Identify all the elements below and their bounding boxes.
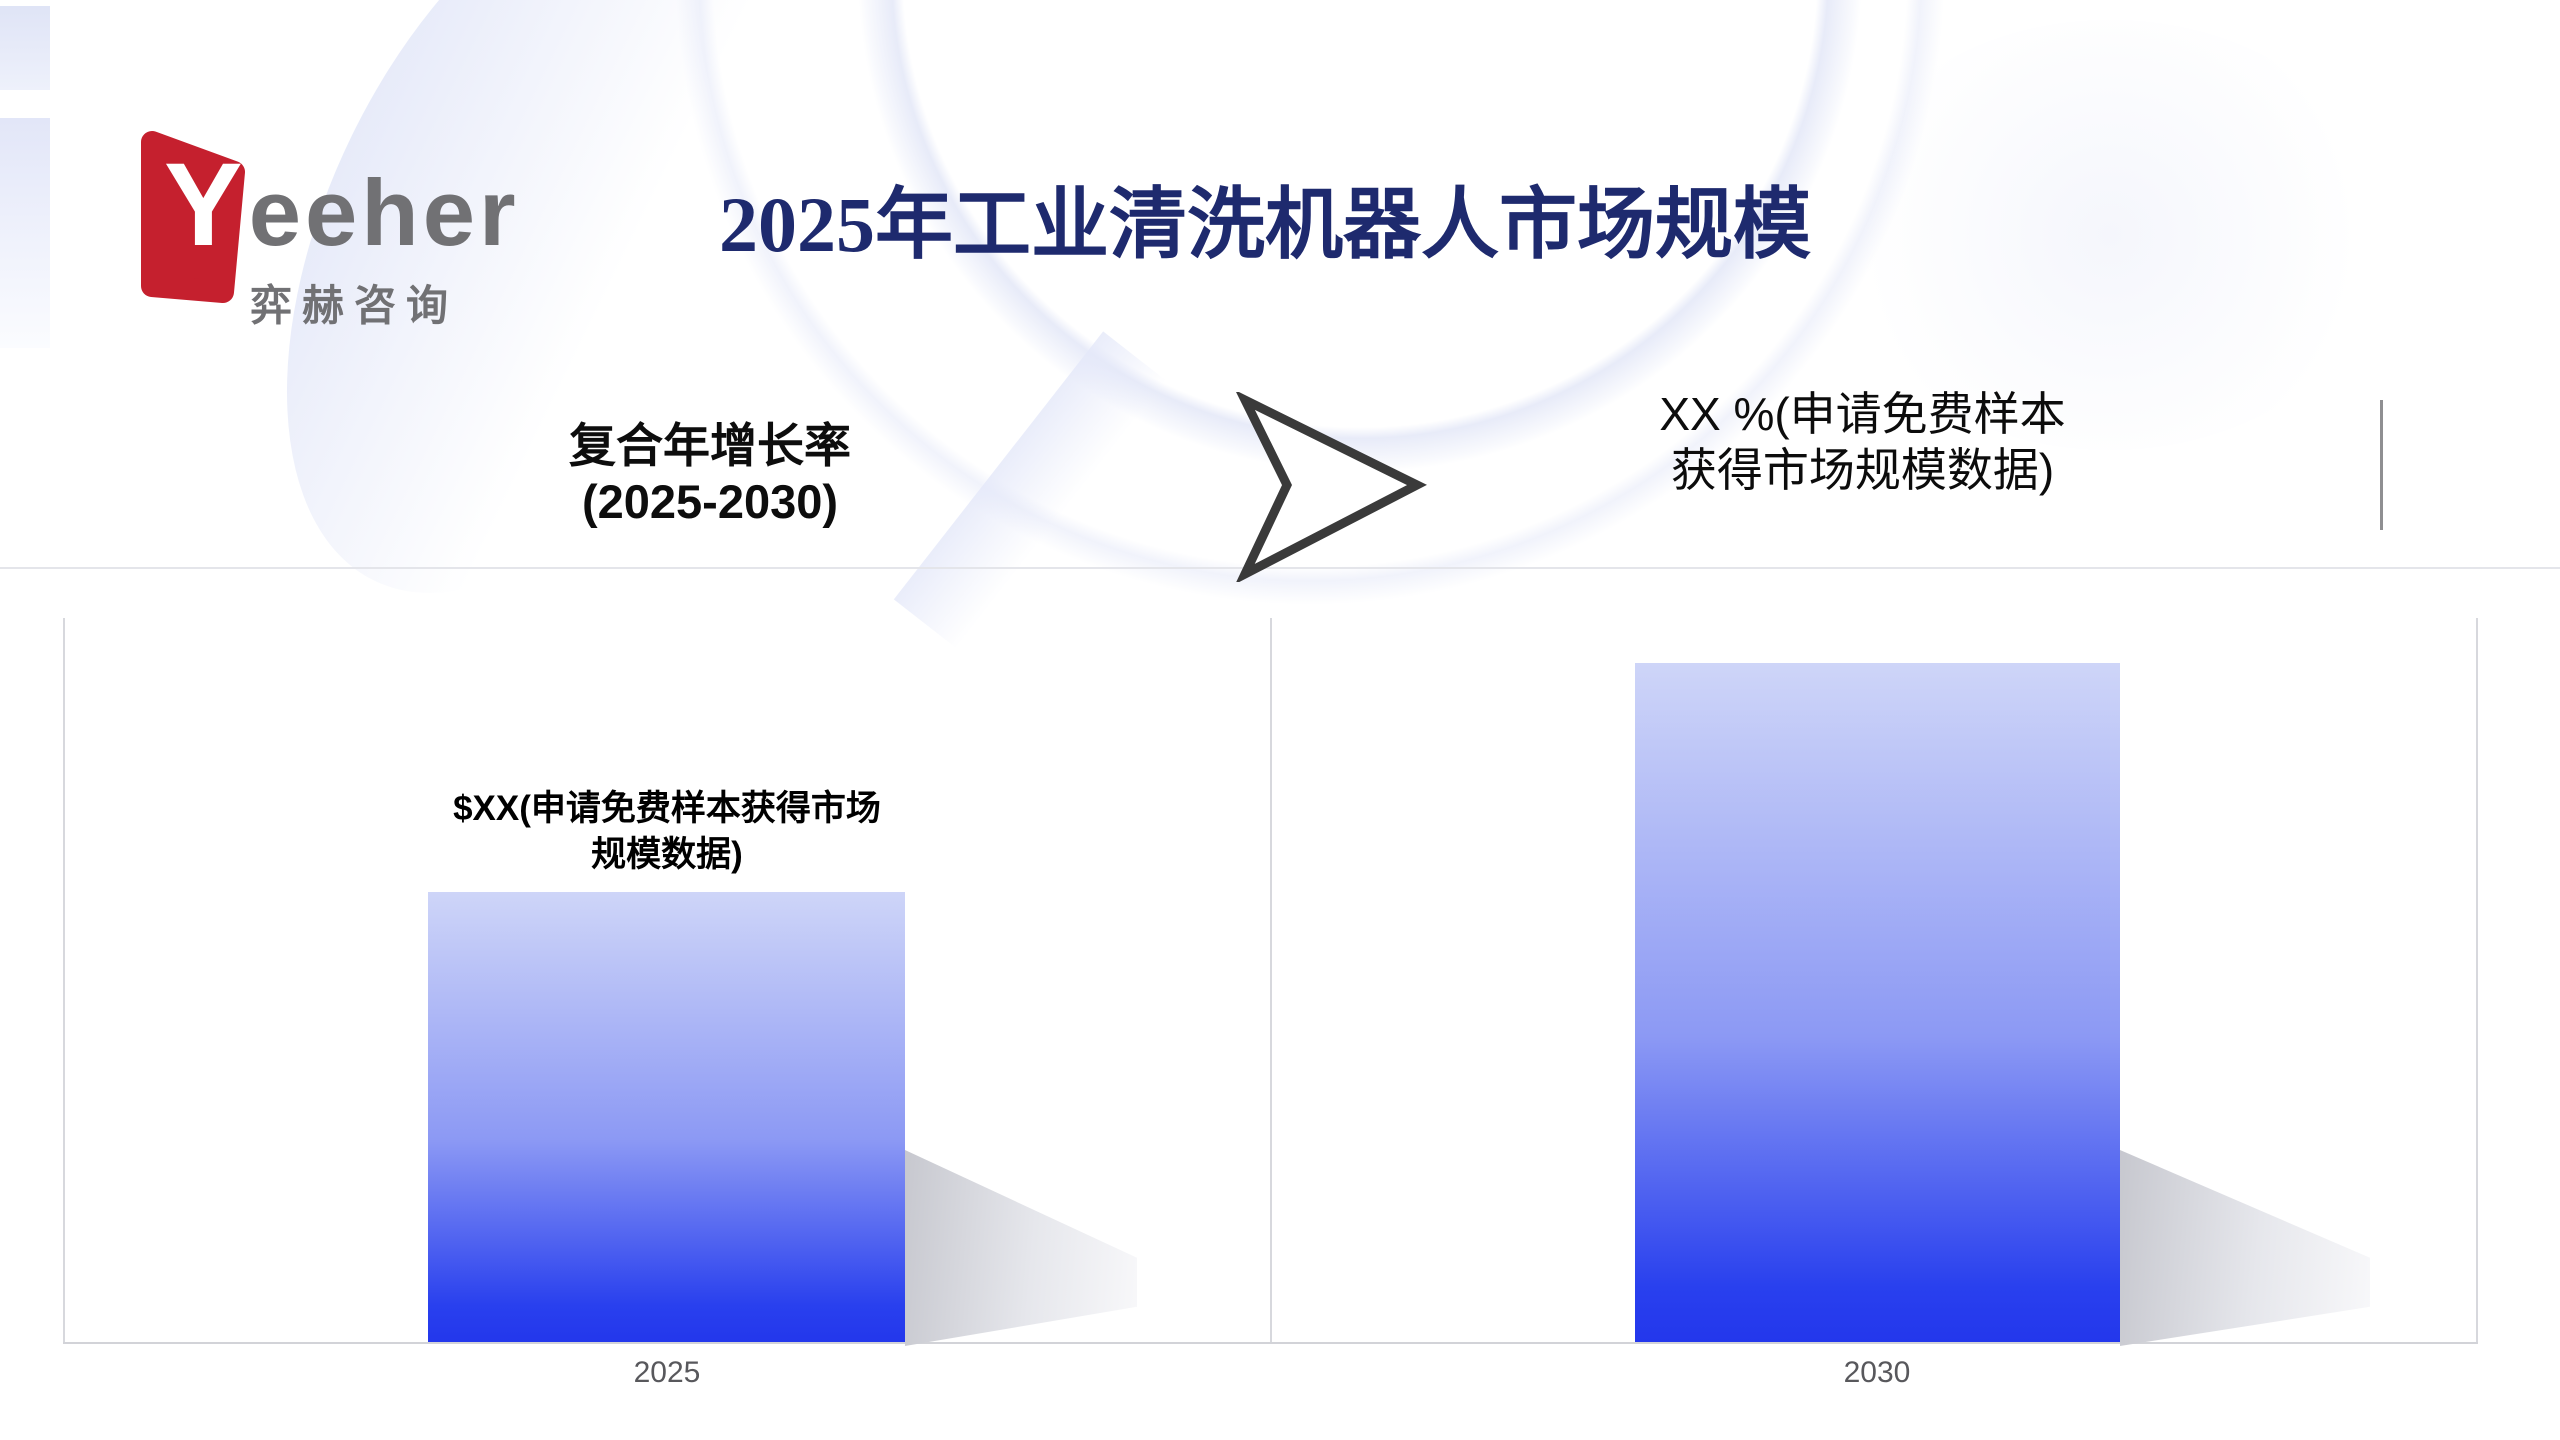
bar-shadow-2030 [2120, 1150, 2370, 1346]
logo-letters-rest: eeher [248, 160, 520, 265]
bar-2025-data-label: $XX(申请免费样本获得市场 规模数据) [388, 786, 946, 877]
cagr-annotation: 复合年增长率 (2025-2030) [470, 418, 950, 531]
chart-panel-divider [1270, 618, 1272, 1344]
cagr-line2: (2025-2030) [581, 475, 839, 529]
bar-shadow-2025 [905, 1150, 1137, 1346]
chart-left-border [63, 618, 65, 1344]
bar-2030 [1635, 663, 2120, 1342]
bar-label-line1: $XX(申请免费样本获得市场 [453, 789, 881, 828]
chart-right-border [2476, 618, 2478, 1344]
cagr-line1: 复合年增长率 [569, 419, 851, 472]
page-title: 2025年工业清洗机器人市场规模 [600, 180, 1930, 268]
title-text: 年工业清洗机器人市场规模 [874, 180, 1811, 268]
market-value-annotation: XX %(申请免费样本 获得市场规模数据) [1590, 386, 2135, 498]
bar-label-line2: 规模数据) [591, 834, 743, 874]
bar-2025 [428, 892, 905, 1342]
x-tick-2025: 2025 [633, 1356, 701, 1389]
logo-chinese-subtitle: 弈赫咨询 [250, 282, 459, 329]
x-tick-2030: 2030 [1843, 1356, 1911, 1389]
chart-x-axis [63, 1342, 2478, 1344]
value-line1: XX %(申请免费样本 [1659, 388, 2066, 440]
decor-left-strip-top [0, 6, 50, 90]
title-year: 2025 [718, 181, 875, 268]
yeeher-logo: Y eeher 弈赫咨询 [130, 110, 516, 330]
decor-left-strip-bottom [0, 118, 50, 348]
logo-letter-y: Y [164, 139, 243, 271]
arrow-right-icon [1235, 390, 1430, 587]
decor-swoosh-blob [180, 0, 910, 675]
value-line2: 获得市场规模数据) [1670, 444, 2055, 497]
logo-wordmark: Y eeher [164, 146, 520, 264]
section-divider [0, 567, 2560, 569]
vertical-rule [2380, 400, 2383, 530]
